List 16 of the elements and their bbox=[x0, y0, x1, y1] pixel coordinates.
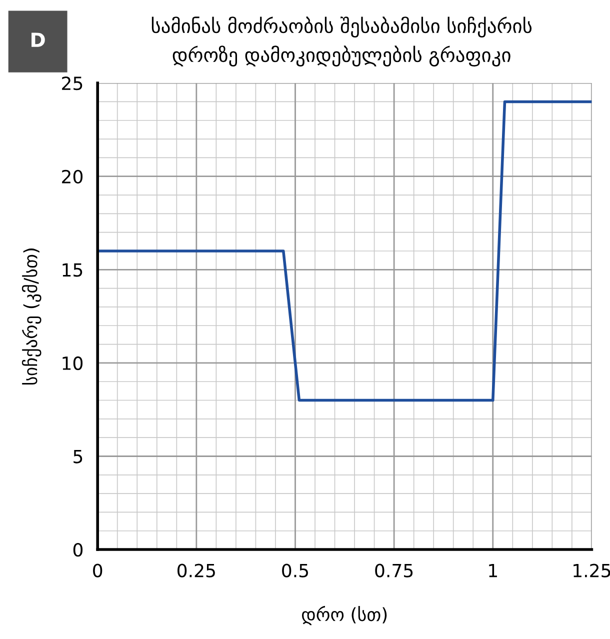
y-axis-title: სიჩქარე (კმ/სთ) bbox=[22, 248, 42, 384]
text: D bbox=[32, 32, 45, 47]
x-tick-label: 0 bbox=[93, 564, 102, 578]
chart-title: სამინას მოძრაობის შესაბამისი სიჩქარის დროზე დამოკიდებულების გრაფიკი bbox=[152, 16, 532, 66]
y-tick-label: 25 bbox=[62, 76, 82, 90]
x-tick-label: 1.25 bbox=[574, 564, 610, 578]
x-tick-label: 1 bbox=[489, 564, 497, 578]
x-tick-label: 0.5 bbox=[282, 564, 308, 578]
y-tick-label: 15 bbox=[62, 263, 82, 277]
y-tick-label: 5 bbox=[74, 450, 82, 464]
x-tick-label: 0.25 bbox=[178, 564, 215, 578]
x-axis-title: დრო (სთ) bbox=[302, 606, 387, 626]
x-tick-label: 0.75 bbox=[375, 564, 413, 578]
y-tick-label: 10 bbox=[62, 356, 83, 370]
y-tick-label: 20 bbox=[62, 170, 83, 184]
y-tick-label: 0 bbox=[73, 543, 83, 557]
